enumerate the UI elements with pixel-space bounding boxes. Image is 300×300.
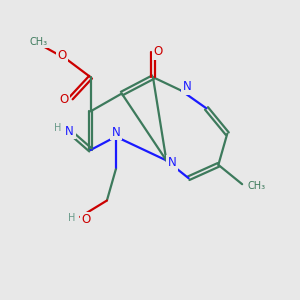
Text: H: H xyxy=(68,213,76,224)
Text: CH₃: CH₃ xyxy=(29,37,48,47)
Text: N: N xyxy=(168,156,177,169)
Text: N: N xyxy=(183,80,191,94)
Text: N: N xyxy=(111,126,120,139)
Text: O: O xyxy=(59,93,68,106)
Text: H: H xyxy=(54,123,61,133)
Text: N: N xyxy=(65,125,74,138)
Text: O: O xyxy=(58,49,67,62)
Text: O: O xyxy=(82,213,91,226)
Text: CH₃: CH₃ xyxy=(248,181,266,191)
Text: O: O xyxy=(154,45,163,58)
